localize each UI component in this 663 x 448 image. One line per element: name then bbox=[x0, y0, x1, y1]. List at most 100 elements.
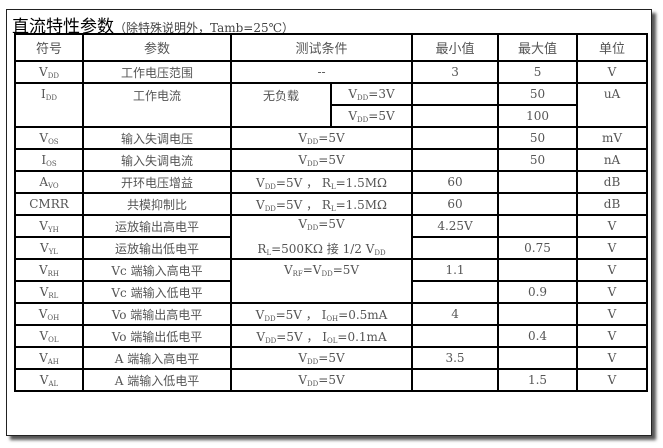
text: =0.5mA bbox=[338, 307, 388, 322]
max-cell bbox=[497, 302, 579, 326]
text: V bbox=[256, 329, 266, 344]
table-row: VOH Vo 端输出高电平 VDD=5V ， IOH=0.5mA 4 V bbox=[14, 302, 649, 326]
unit-cell: dB bbox=[576, 192, 649, 216]
param-cell: 运放输出低电平 bbox=[82, 236, 232, 260]
text: =5V bbox=[318, 217, 345, 231]
subscript: L bbox=[330, 204, 336, 213]
symbol-cell: VRH bbox=[14, 258, 84, 282]
subscript: DD bbox=[264, 204, 276, 213]
param-cell: Vo 端输出低电平 bbox=[82, 324, 232, 348]
symbol-cell: IDD bbox=[14, 82, 84, 128]
text: R bbox=[257, 242, 267, 256]
table-row: VRL Vc 端输入低电平 0.9 V bbox=[14, 280, 649, 304]
text: V bbox=[256, 197, 265, 212]
min-cell bbox=[411, 368, 500, 392]
text: V bbox=[39, 130, 49, 145]
table-row: CMRR 共模抑制比 VDD=5V ， RL=1.5MΩ 60 dB bbox=[14, 192, 649, 216]
max-cell: 50 bbox=[497, 82, 579, 106]
subscript: OH bbox=[47, 313, 60, 322]
cond-cell: VDD=5V bbox=[229, 148, 414, 172]
text: V bbox=[39, 284, 49, 299]
unit-cell: V bbox=[576, 214, 649, 238]
cond-cell: VRF=VDD=5V bbox=[229, 258, 414, 304]
table-row: IDD 工作电流 无负载 VDD=3V 50 uA bbox=[14, 82, 649, 128]
symbol-cell: CMRR bbox=[14, 192, 84, 216]
symbol-cell: VYL bbox=[14, 236, 84, 260]
min-cell: 1.1 bbox=[411, 258, 500, 282]
subscript: DD bbox=[264, 182, 276, 191]
cond-cell: VDD=5V ， RL=1.5MΩ bbox=[229, 192, 414, 216]
text: =5V bbox=[318, 372, 345, 387]
subscript: OL bbox=[48, 335, 59, 344]
param-cell: 开环电压增益 bbox=[82, 170, 232, 194]
param-cell: 输入失调电压 bbox=[82, 126, 232, 150]
symbol-cell: VOH bbox=[14, 302, 84, 326]
header-cell: 符号 bbox=[14, 33, 84, 62]
cond-cell: VDD=5V bbox=[229, 346, 414, 370]
header-cell: 参数 bbox=[82, 33, 232, 62]
text: V bbox=[256, 175, 265, 190]
max-cell: 50 bbox=[497, 148, 579, 172]
text: I bbox=[41, 87, 46, 101]
unit-cell: dB bbox=[576, 170, 649, 194]
unit-cell: uA bbox=[576, 82, 649, 128]
text: V bbox=[298, 350, 308, 365]
unit-cell: V bbox=[576, 236, 649, 260]
max-cell bbox=[497, 258, 579, 282]
text: V bbox=[348, 86, 358, 101]
min-cell: 3 bbox=[411, 60, 500, 84]
subscript: AH bbox=[47, 357, 59, 366]
param-cell: A 端输入高电平 bbox=[82, 346, 232, 370]
title-note: （除特殊说明外，Tamb=25℃） bbox=[114, 21, 295, 35]
text: V bbox=[39, 328, 49, 343]
text: =5V ， I bbox=[276, 329, 328, 344]
max-cell: 50 bbox=[497, 126, 579, 150]
min-cell: 4.25V bbox=[411, 214, 500, 238]
table-row: AVO 开环电压增益 VDD=5V ， RL=1.5MΩ 60 dB bbox=[14, 170, 649, 194]
max-cell bbox=[497, 346, 579, 370]
text: =1.5MΩ bbox=[335, 197, 387, 212]
subscript: DD bbox=[307, 224, 319, 232]
text: =5V bbox=[368, 108, 395, 123]
subscript: VO bbox=[48, 181, 59, 190]
symbol-cell: VOS bbox=[14, 126, 84, 150]
symbol-cell: VYH bbox=[14, 214, 84, 238]
min-cell bbox=[411, 126, 500, 150]
text: I bbox=[41, 152, 47, 167]
max-cell: 5 bbox=[497, 60, 579, 84]
text: V bbox=[39, 350, 48, 365]
max-cell bbox=[497, 192, 579, 216]
text: V bbox=[38, 306, 48, 321]
subscript: AL bbox=[48, 379, 59, 388]
subscript: DD bbox=[265, 336, 277, 345]
subscript: YH bbox=[47, 225, 59, 234]
param-cell: Vc 端输入高电平 bbox=[82, 258, 232, 282]
section-title: 直流特性参数（除特殊说明外，Tamb=25℃） bbox=[12, 12, 294, 37]
text: =5V bbox=[332, 263, 360, 277]
symbol-cell: VRL bbox=[14, 280, 84, 304]
text: =5V ， R bbox=[275, 175, 331, 190]
table-row: VRH Vc 端输入高电平 VRF=VDD=5V 1.1 V bbox=[14, 258, 649, 304]
cond-cell: VDD=5V ， IOL=0.1mA bbox=[229, 324, 414, 348]
min-cell bbox=[411, 280, 500, 304]
table-row: IOS 输入失调电流 VDD=5V 50 nA bbox=[14, 148, 649, 172]
param-cell: 运放输出高电平 bbox=[82, 214, 232, 238]
unit-cell: mV bbox=[576, 126, 649, 150]
table-row: VAL A 端输入低电平 VDD=5V 1.5 V bbox=[14, 368, 649, 392]
max-cell: 0.4 bbox=[497, 324, 579, 348]
unit-cell: V bbox=[576, 346, 649, 370]
subscript: OS bbox=[46, 159, 57, 168]
min-cell bbox=[411, 148, 500, 172]
cond-sub-cell: VDD=5V bbox=[329, 104, 414, 128]
text: =0.1mA bbox=[337, 329, 387, 344]
symbol-cell: VDD bbox=[14, 60, 84, 84]
subscript: RF bbox=[292, 270, 303, 278]
table-row: 符号 参数 测试条件 最小值 最大值 单位 bbox=[14, 33, 649, 62]
max-cell: 100 bbox=[497, 104, 579, 128]
subscript: DD bbox=[307, 137, 319, 146]
subscript: DD bbox=[264, 314, 276, 323]
text: V bbox=[39, 64, 48, 79]
subscript: DD bbox=[307, 357, 319, 366]
text: V bbox=[348, 108, 358, 123]
text: =5V ， R bbox=[275, 197, 331, 212]
